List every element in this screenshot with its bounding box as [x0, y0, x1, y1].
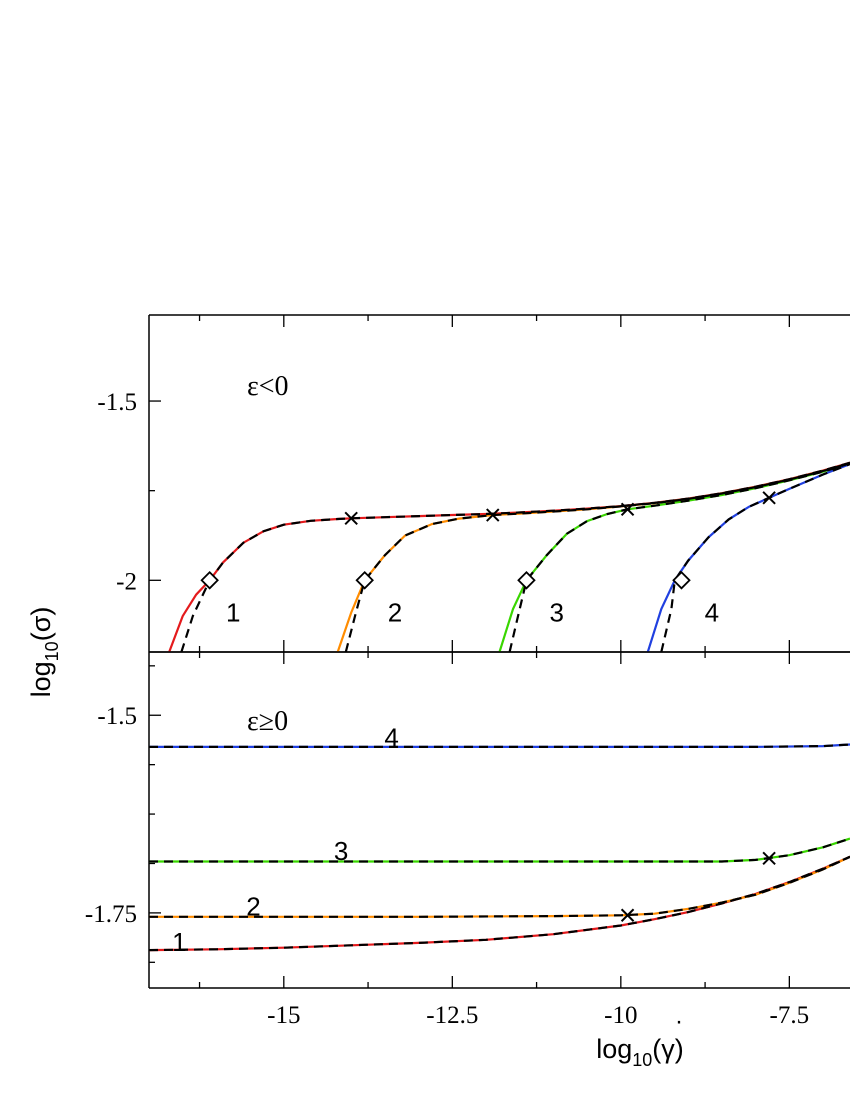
panel-label: ε<0: [247, 371, 289, 402]
y-tick-label: -1.75: [85, 901, 137, 928]
curve-label-2: 2: [246, 892, 260, 922]
curve-label-4: 4: [705, 598, 719, 628]
dashed-fit-line-2: [149, 855, 850, 918]
diamond-marker: [200, 571, 219, 590]
cross-marker: [486, 508, 500, 522]
cross-marker-stroke: [620, 908, 635, 922]
panel-label: ε≥0: [247, 706, 288, 737]
diamond-marker: [355, 571, 374, 590]
x-axis-title-main: log: [596, 1034, 632, 1064]
dashed-fit-line-4: [149, 743, 850, 748]
x-tick-label: -10: [604, 1002, 637, 1029]
x-tick-label: -15: [267, 1002, 300, 1029]
cross-marker: [762, 491, 776, 505]
curve-label-1: 1: [226, 598, 240, 628]
diamond-marker: [517, 571, 536, 590]
series-line-2: [336, 462, 850, 652]
cross-marker-stroke: [344, 511, 358, 525]
x-axis-title: log10(γ): [596, 1034, 684, 1070]
dashed-fit-line-1: [180, 461, 850, 652]
curve-label-1: 1: [172, 927, 186, 957]
dashed-fit-line-4: [660, 463, 850, 652]
cross-marker-stroke: [486, 508, 500, 522]
x-tick-label: -12.5: [426, 1002, 478, 1029]
cross-marker: [762, 851, 776, 866]
series-line-4: [646, 463, 850, 652]
dashed-fit-line-2: [344, 462, 850, 652]
cross-marker: [344, 511, 358, 525]
cross-marker-stroke: [762, 491, 776, 505]
x-axis-title-sub: 10: [632, 1050, 652, 1070]
y-axis-title-main: log: [26, 661, 56, 697]
cross-marker-stroke: [762, 851, 776, 866]
plot-area: [168, 461, 850, 652]
series-line-1: [168, 461, 850, 652]
panel-epsilon-nonnegative: -15 -12.5 -10 -7.5 -1.75 -1.5 1 2 3 4 ε≥0: [85, 651, 850, 1029]
diamond-marker: [672, 571, 691, 590]
x-axis-title-dot: ·: [675, 1008, 683, 1035]
y-tick-label: -1.5: [97, 703, 137, 730]
y-axis-title: log10(σ): [26, 607, 62, 698]
cross-marker: [620, 908, 635, 922]
cross-marker-stroke: [620, 502, 635, 517]
panel-epsilon-negative: -2 -1.5 1 2 3 4 ε<0: [97, 314, 850, 653]
curve-label-4: 4: [384, 722, 398, 752]
curve-label-2: 2: [388, 598, 402, 628]
plot-area: [149, 743, 850, 952]
curve-label-3: 3: [550, 598, 564, 628]
x-tick-label: -7.5: [770, 1002, 810, 1029]
x-axis-title-arg: (γ): [652, 1034, 683, 1064]
y-axis-title-arg: (σ): [26, 607, 56, 642]
series-line-3: [149, 837, 850, 863]
cross-marker: [620, 502, 635, 517]
y-tick-label: -2: [116, 568, 137, 595]
y-axis-title-sub: 10: [42, 641, 62, 661]
dashed-fit-line-3: [149, 837, 850, 863]
y-tick-label: -1.5: [97, 389, 137, 416]
curve-label-3: 3: [334, 836, 348, 866]
